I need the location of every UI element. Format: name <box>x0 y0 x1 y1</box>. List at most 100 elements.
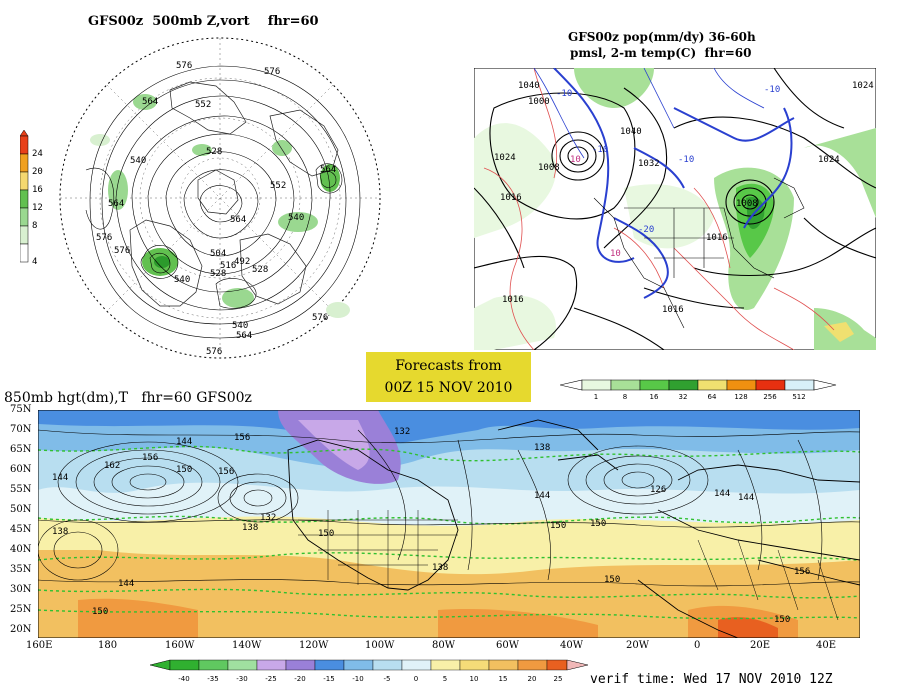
colorbar-label: -10 <box>352 675 363 683</box>
pressure-label: 1032 <box>638 159 660 169</box>
pressure-label: 1016 <box>662 305 684 315</box>
panel-precip-map: 1040 1024 1016 1016 1016 1008 1000 1032 … <box>474 68 876 350</box>
colorbar-label: 20 <box>32 167 43 177</box>
colorbar-label: 512 <box>792 393 805 401</box>
lon-label: 60W <box>496 640 520 651</box>
temp-label: 10 <box>570 155 581 165</box>
height-label: 150 <box>176 465 192 475</box>
pressure-label: 1016 <box>706 233 728 243</box>
height-label: 132 <box>394 427 410 437</box>
panel-precip-colorbar: 1 8 16 32 64 128 256 512 <box>560 379 837 401</box>
colorbar-label: 12 <box>32 203 43 213</box>
height-label: 144 <box>52 473 68 483</box>
contour-label: 528 <box>210 269 226 279</box>
contour-label: 564 <box>236 331 252 341</box>
polar-disc <box>59 37 381 359</box>
lon-label: 40E <box>816 640 837 651</box>
contour-label: 564 <box>230 215 246 225</box>
lat-label: 20N <box>10 624 32 635</box>
temp-label: 10 <box>610 249 621 259</box>
lon-label: 80W <box>432 640 456 651</box>
colorbar-label: 16 <box>650 393 659 401</box>
forecast-banner-line1: Forecasts from <box>395 358 502 374</box>
colorbar-label: 32 <box>679 393 688 401</box>
panel-500mb-title: GFS00z 500mb Z,vort fhr=60 <box>88 14 319 29</box>
colorbar-label: -30 <box>236 675 247 683</box>
colorbar-label: 10 <box>470 675 479 683</box>
colorbar-label: 24 <box>32 149 43 159</box>
lon-label: 20W <box>626 640 650 651</box>
height-label: 150 <box>604 575 620 585</box>
lon-label: 0 <box>694 640 701 651</box>
lat-label: 60N <box>10 464 32 475</box>
colorbar-label: -25 <box>265 675 276 683</box>
height-label: 132 <box>260 513 276 523</box>
lat-label: 75N <box>10 404 32 415</box>
height-label: 138 <box>432 563 448 573</box>
contour-label: 528 <box>252 265 268 275</box>
colorbar-label: 25 <box>554 675 563 683</box>
lon-label: 160W <box>165 640 195 651</box>
contour-label: 516 <box>220 261 236 271</box>
pressure-label: 1008 <box>736 199 758 209</box>
contour-label: 528 <box>206 147 222 157</box>
height-label: 150 <box>590 519 606 529</box>
panel-850mb-colorbar: -40 -35 -30 -25 -20 -15 -10 -5 0 5 10 15… <box>150 659 589 683</box>
colorbar-label: 128 <box>734 393 747 401</box>
height-label: 156 <box>234 433 250 443</box>
pressure-label: 1016 <box>502 295 524 305</box>
lat-label: 55N <box>10 484 32 495</box>
pressure-label: 1040 <box>518 81 540 91</box>
panel-850mb-lon-labels: 160E 180 160W 140W 120W 100W 80W 60W 40W… <box>0 640 900 656</box>
lat-label: 45N <box>10 524 32 535</box>
colorbar-label: 15 <box>499 675 508 683</box>
contour-label: 564 <box>108 199 124 209</box>
contour-label: 564 <box>320 165 336 175</box>
colorbar-label: 8 <box>32 221 37 231</box>
colorbar-label: -20 <box>294 675 305 683</box>
lat-label: 30N <box>10 584 32 595</box>
contour-label: 576 <box>264 67 280 77</box>
contour-label: 576 <box>176 61 192 71</box>
lon-label: 140W <box>232 640 262 651</box>
temp-label: -10 <box>678 155 694 165</box>
contour-label: 552 <box>270 181 286 191</box>
height-label: 126 <box>650 485 666 495</box>
contour-label: 576 <box>114 246 130 256</box>
lon-label: 100W <box>365 640 395 651</box>
pressure-label: 1040 <box>620 127 642 137</box>
temp-label: -10 <box>764 85 780 95</box>
contour-label: 576 <box>312 313 328 323</box>
temp-label: -10 <box>556 89 572 99</box>
colorbar-label: 5 <box>443 675 447 683</box>
panel-500mb-map: 24 20 16 12 8 4 <box>20 37 381 359</box>
contour-label: 576 <box>206 347 222 357</box>
height-label: 138 <box>534 443 550 453</box>
pressure-label: 1016 <box>500 193 522 203</box>
height-label: 150 <box>774 615 790 625</box>
height-label: 144 <box>738 493 754 503</box>
height-label: 138 <box>52 527 68 537</box>
pressure-label: 1024 <box>852 81 874 91</box>
panel-850mb-map: 144 156 162 150 144 138 132 156 138 150 … <box>38 410 860 638</box>
height-label: 144 <box>534 491 550 501</box>
height-label: 156 <box>794 567 810 577</box>
lon-label: 20E <box>750 640 771 651</box>
panel-850mb-lat-labels: 75N 70N 65N 60N 55N 50N 45N 40N 35N 30N … <box>10 404 40 640</box>
contour-label: 540 <box>232 321 248 331</box>
panel-850mb-height-labels: 144 156 162 150 144 138 132 156 138 150 … <box>52 427 810 625</box>
pressure-label: 1008 <box>538 163 560 173</box>
colorbar-label: 8 <box>623 393 627 401</box>
forecast-banner-line2: 00Z 15 NOV 2010 <box>384 380 513 396</box>
height-label: 150 <box>318 529 334 539</box>
colorbar-label: -40 <box>178 675 189 683</box>
lat-label: 35N <box>10 564 32 575</box>
lon-label: 40W <box>560 640 584 651</box>
colorbar-label: 4 <box>32 257 37 267</box>
height-label: 162 <box>104 461 120 471</box>
lon-label: 160E <box>26 640 53 651</box>
height-label: 138 <box>242 523 258 533</box>
contour-label: 564 <box>142 97 158 107</box>
contour-label: 540 <box>130 156 146 166</box>
height-label: 144 <box>118 579 134 589</box>
